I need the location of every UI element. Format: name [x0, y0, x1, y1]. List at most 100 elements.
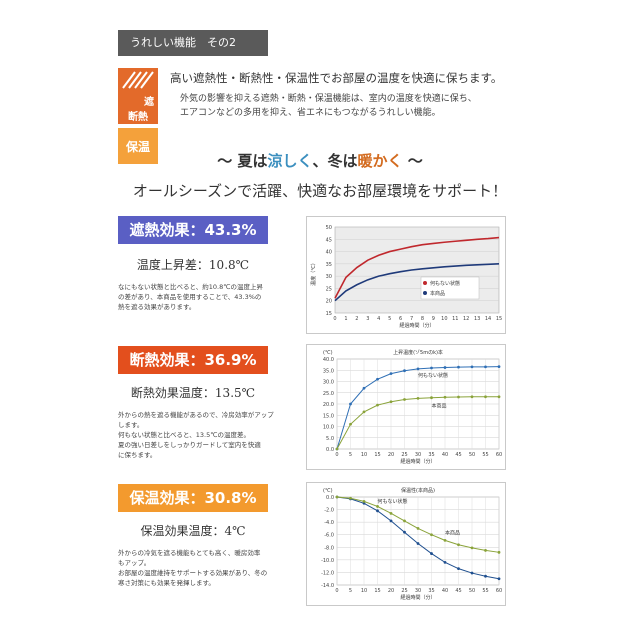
- sun-icon-graphic: [122, 70, 154, 89]
- section-header: うれしい機能 その2: [118, 30, 268, 56]
- x-tick-label: 35: [428, 588, 434, 594]
- insulation-note-line: 外からの熱を遮る機能があるので、冷房効率がアップ: [118, 411, 274, 419]
- data-point: [349, 496, 352, 500]
- y-tick-label: 30.0: [323, 380, 334, 386]
- data-point: [335, 447, 339, 451]
- insulation-note-line: 夏の強い日差しをしっかりガードして室内を快適: [118, 441, 261, 449]
- x-tick-label: 40: [442, 588, 448, 594]
- data-point: [497, 577, 501, 581]
- y-tick-label: 35: [326, 262, 332, 268]
- y-tick-label: 15: [326, 311, 332, 317]
- x-tick-label: 30: [415, 588, 421, 594]
- data-point: [470, 395, 474, 399]
- data-point: [349, 402, 352, 406]
- data-point: [497, 365, 501, 369]
- data-point: [443, 395, 447, 399]
- y-axis-label: (℃): [323, 488, 333, 494]
- y-tick-label: 0.0: [326, 495, 334, 501]
- data-point: [484, 395, 487, 399]
- data-point: [457, 543, 460, 547]
- warmth-effect-badge: 保温効果：30.8%: [118, 484, 268, 512]
- data-point: [376, 403, 379, 407]
- x-tick-label: 55: [482, 452, 488, 458]
- data-point: [376, 505, 379, 508]
- data-point: [443, 366, 447, 369]
- data-point: [335, 495, 339, 499]
- x-tick-label: 0: [335, 452, 338, 458]
- x-axis-label: 経過時間（分）: [400, 458, 435, 465]
- x-axis-label: 経過時間（分）: [400, 594, 435, 601]
- y-tick-label: -8.0: [324, 545, 334, 551]
- y-tick-label: 20.0: [323, 402, 334, 408]
- intro-body: 外気の影響を抑える遮熱・断熱・保温機能は、室内の温度を快適に保ち、 エアコンなど…: [180, 92, 520, 120]
- legend-label: 何もない状態: [430, 280, 460, 287]
- intro-body-line1: 外気の影響を抑える遮熱・断熱・保温機能は、室内の温度を快適に保ち、: [180, 94, 477, 104]
- x-tick-label: 2: [355, 316, 358, 322]
- shading-note: なにもない状態と比べると、約10.8℃の温度上昇 の差があり、本商品を使用するこ…: [118, 282, 278, 312]
- warmth-note-line: お部屋の温度維持をサポートする効果があり、冬の: [118, 569, 268, 577]
- y-tick-label: -6.0: [324, 533, 334, 539]
- chart-insulation-svg: 上昇温度(ゾ5mのk)本 0.0 5.0 10.0 15.0 20.0 25.0 30.0 35…: [323, 349, 502, 465]
- data-point: [362, 386, 366, 390]
- y-tick-label: -12.0: [321, 570, 334, 576]
- data-point: [484, 549, 487, 552]
- x-tick-label: 10: [361, 588, 367, 594]
- y-tick-label: -2.0: [324, 508, 334, 514]
- data-point: [403, 530, 406, 534]
- data-point: [430, 396, 433, 400]
- x-tick-label: 7: [410, 316, 413, 322]
- shading-effect-badge: 遮熱効果：43.3%: [118, 216, 268, 244]
- data-point: [484, 574, 487, 578]
- x-tick-label: 8: [421, 316, 424, 322]
- tagline-post: 〜: [402, 152, 423, 170]
- insulation-metric: 断熱効果温度：13.5℃: [130, 386, 256, 400]
- y-tick-label: -14.0: [321, 583, 334, 589]
- x-tick-label: 4: [377, 316, 380, 322]
- data-point: [470, 571, 474, 575]
- shading-metric: 温度上昇差：10.8℃: [136, 258, 250, 272]
- x-tick-label: 0: [335, 588, 338, 594]
- series-label: 何もない状態: [418, 372, 448, 379]
- insulation-effect-badge: 断熱効果：36.9%: [118, 346, 268, 374]
- data-point: [349, 422, 352, 426]
- series-label: 本商品: [445, 529, 460, 536]
- legend-marker: [423, 291, 427, 295]
- x-tick-label: 20: [388, 588, 394, 594]
- x-tick-label: 40: [442, 452, 448, 458]
- warmth-note-line: 外からの冷気を遮る機能もとても高く、暖房効率: [118, 549, 261, 557]
- x-tick-label: 0: [333, 316, 336, 322]
- x-tick-label: 25: [401, 452, 407, 458]
- y-axis-label: (℃): [323, 350, 333, 356]
- shading-note-line: なにもない状態と比べると、約10.8℃の温度上昇: [118, 283, 264, 291]
- shade-label-bottom: 断熱: [128, 111, 148, 123]
- x-tick-label: 5: [349, 588, 352, 594]
- chart-warmth: 保温性(本商品) 0.0 -2.0 -4.0 -6.0 -8.0 -10.0 -12.0 -14…: [306, 482, 506, 606]
- x-tick-label: 12: [463, 316, 469, 322]
- x-tick-label: 30: [415, 452, 421, 458]
- data-point: [457, 365, 460, 369]
- y-tick-label: 15.0: [323, 413, 334, 419]
- legend-label: 本商品: [430, 290, 445, 297]
- tagline-pre: 〜 夏は: [217, 152, 268, 170]
- series-label: 何もない状態: [378, 498, 408, 505]
- y-tick-label: 25: [326, 286, 332, 292]
- x-tick-label: 60: [496, 452, 502, 458]
- y-tick-label: 45: [326, 237, 332, 243]
- data-point: [443, 538, 447, 542]
- data-point: [362, 410, 366, 414]
- y-axis-label: 温度（℃）: [310, 260, 317, 286]
- warmth-metric: 保温効果温度：4℃: [140, 524, 246, 538]
- x-tick-label: 5: [388, 316, 391, 322]
- x-tick-label: 60: [496, 588, 502, 594]
- y-tick-label: 50: [326, 225, 332, 231]
- x-axis-label: 経過時間（分）: [399, 322, 434, 329]
- x-tick-label: 25: [401, 588, 407, 594]
- y-tick-label: 20: [326, 299, 332, 305]
- x-tick-label: 10: [361, 452, 367, 458]
- x-tick-label: 50: [469, 588, 475, 594]
- data-point: [416, 542, 420, 545]
- intro-lead: 高い遮熱性・断熱性・保温性でお部屋の温度を快適に保ちます。: [170, 71, 503, 85]
- data-point: [389, 511, 393, 515]
- data-point: [403, 398, 406, 401]
- x-tick-label: 13: [474, 316, 480, 322]
